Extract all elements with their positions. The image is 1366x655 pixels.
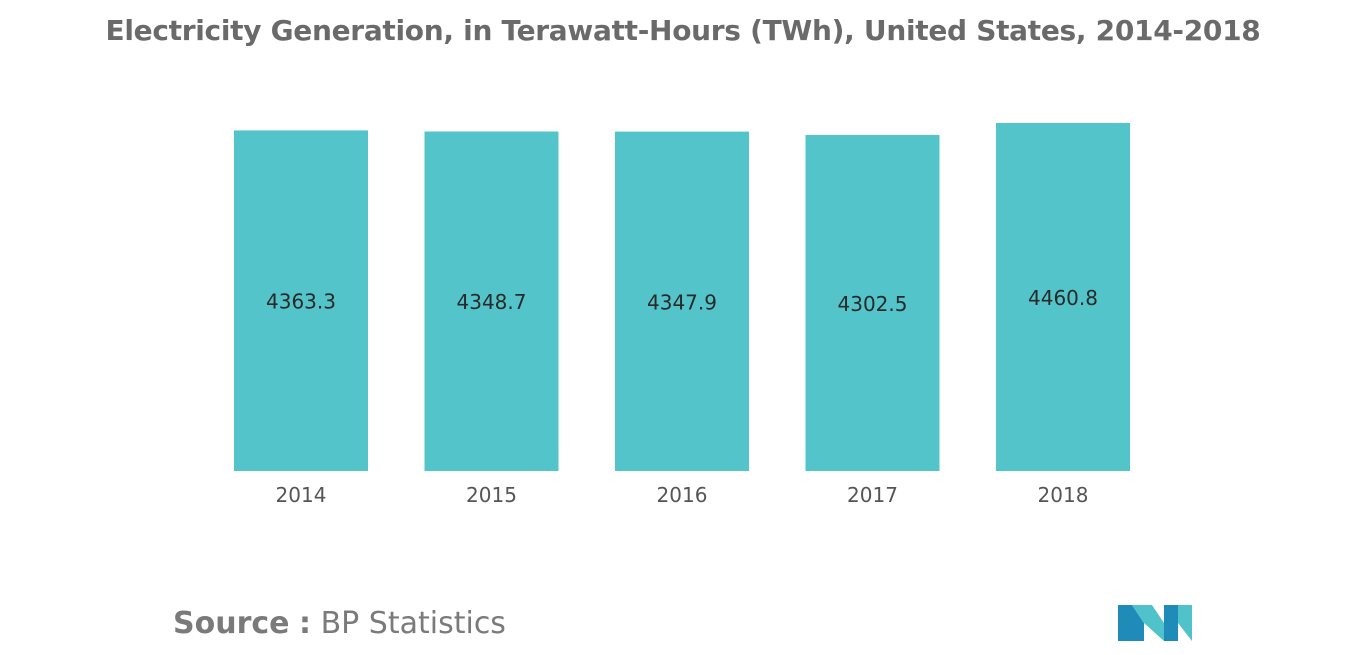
source-label: Source [173,606,290,641]
x-tick-label-2014: 2014 [276,483,327,507]
logo-shape-accent [1178,605,1192,641]
source-note: Source : BP Statistics [173,606,506,641]
x-tick-label-2018: 2018 [1038,483,1089,507]
mordor-intelligence-logo-icon [1118,605,1192,641]
bar-2014 [234,130,368,471]
bar-value-label-2015: 4348.7 [457,290,527,314]
x-tick-label-2016: 2016 [657,483,708,507]
bar-value-label-2016: 4347.9 [647,290,717,314]
source-text: BP Statistics [320,606,506,641]
logo-shape-left [1118,605,1144,641]
bar-value-label-2018: 4460.8 [1028,286,1098,310]
logo-shape-right [1164,605,1178,641]
bar-2018 [996,123,1130,471]
bar-2017 [805,135,940,471]
bar-2015 [424,131,559,471]
x-tick-labels-group: 2014 2015 2016 2017 2018 [276,483,1089,507]
x-tick-label-2017: 2017 [847,483,898,507]
source-separator: : [299,606,312,641]
bar-value-label-2017: 4302.5 [838,292,908,316]
logo-shape-mid [1132,605,1164,641]
x-tick-label-2015: 2015 [466,483,517,507]
bar-2016 [615,131,749,471]
chart-title: Electricity Generation, in Terawatt-Hour… [105,14,1261,47]
bars-group [234,123,1130,471]
value-labels-group: 4363.3 4348.7 4347.9 4302.5 4460.8 [266,286,1098,316]
bar-value-label-2014: 4363.3 [266,290,336,314]
